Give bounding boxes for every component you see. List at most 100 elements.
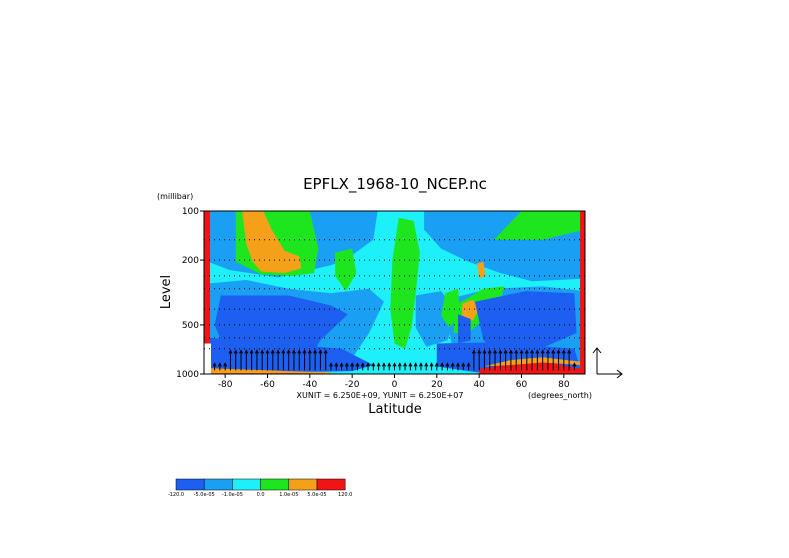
colorbar-swatch	[316, 478, 346, 491]
colorbar-label: 1.0e-05	[279, 492, 298, 498]
gridlines	[204, 239, 585, 350]
region-north-pole-edge	[580, 211, 585, 374]
vector-head	[318, 349, 323, 354]
vector-head	[440, 362, 445, 367]
vector-head	[461, 362, 466, 367]
region-south-orange	[242, 211, 302, 273]
region-surface-red-north	[479, 360, 581, 374]
vector-head	[561, 349, 566, 354]
colorbar-label: -120.0	[168, 492, 184, 498]
vector-head	[281, 349, 286, 354]
vector-head	[498, 349, 503, 354]
vector-head	[244, 349, 249, 354]
vector-head	[329, 362, 333, 367]
colorbar-label: -5.0e-05	[194, 492, 215, 498]
colorbar-swatch	[288, 478, 318, 491]
vector-head	[546, 349, 550, 354]
vector-head	[482, 349, 487, 354]
vector-head	[567, 349, 572, 354]
vector-head	[212, 362, 217, 367]
vector-head	[323, 349, 328, 354]
colorbar-label: 120.0	[338, 492, 352, 498]
vector-head	[350, 362, 355, 367]
vector-head	[477, 349, 482, 354]
chart-title: EPFLX_1968-10_NCEP.nc	[303, 175, 487, 194]
vector-head	[503, 349, 508, 354]
y-tick-label: 100	[182, 207, 199, 217]
region-equator-green	[390, 217, 420, 349]
x-tick-label: 0	[392, 380, 398, 390]
y-tick-label: 500	[182, 321, 199, 331]
vector-head	[360, 362, 365, 367]
y-axis: 100 200 500 1000	[176, 207, 204, 380]
vector-head	[429, 362, 434, 367]
vector-head	[286, 349, 291, 354]
vector-head	[381, 362, 386, 367]
region-south-surface	[208, 337, 374, 373]
vector-head	[307, 349, 312, 354]
region-deep-north	[474, 291, 577, 354]
vector-head	[387, 362, 392, 367]
vector-head	[535, 349, 540, 354]
y-axis-label: Level	[159, 275, 174, 309]
vector-head	[508, 349, 513, 354]
vector-head	[450, 362, 455, 367]
x-tick-label: 60	[516, 380, 528, 390]
vector-head	[471, 349, 476, 354]
x-tick-label: -40	[302, 380, 317, 390]
vector-head	[376, 362, 381, 367]
vector-head	[297, 349, 302, 354]
x-axis-label: Latitude	[368, 402, 422, 417]
vector-head	[493, 349, 497, 354]
vector-head	[424, 362, 429, 367]
region-upper-mid-orange	[477, 261, 486, 279]
vector-head	[556, 349, 561, 354]
vector-head	[355, 362, 360, 367]
vector-head	[413, 362, 418, 367]
colorbar-label: -1.0e-05	[222, 492, 243, 498]
region-deep-north-left	[458, 314, 471, 344]
vector-head	[456, 362, 460, 367]
colorbar: -120.0 -5.0e-05 -1.0e-05 0.0 1.0e-05 5.0e-05 1…	[168, 478, 352, 498]
colorbar-swatch	[232, 478, 261, 491]
region-south-pole-edge	[204, 211, 210, 374]
vector-head	[419, 362, 423, 367]
vector-head	[434, 362, 439, 367]
region-surface-orange-south	[208, 368, 331, 374]
vector-head	[270, 349, 275, 354]
colorbar-label: 0.0	[257, 492, 265, 498]
region-mid-orange	[462, 299, 480, 321]
vector-head	[334, 362, 339, 367]
vector-head	[366, 362, 370, 367]
reference-vector	[592, 347, 623, 379]
vector-head	[519, 349, 524, 354]
x-tick-label: -60	[260, 380, 275, 390]
flux-vectors	[212, 349, 577, 371]
colorbar-swatch	[203, 478, 233, 491]
vector-head	[445, 362, 450, 367]
vector-head	[260, 349, 265, 354]
vector-head	[233, 349, 238, 354]
x-tick-label: -20	[345, 380, 360, 390]
vector-head	[292, 349, 296, 354]
vector-head	[530, 349, 535, 354]
vector-head	[217, 362, 222, 367]
y-tick-label: 1000	[176, 370, 199, 380]
vector-head	[265, 349, 270, 354]
vector-head	[551, 349, 556, 354]
vector-head	[403, 362, 408, 367]
x-tick-label: 80	[558, 380, 570, 390]
colorbar-label: 5.0e-05	[307, 492, 326, 498]
vector-head	[408, 362, 413, 367]
vector-head	[228, 349, 233, 354]
vector-head	[302, 349, 307, 354]
vector-head	[276, 349, 281, 354]
vector-head	[397, 362, 402, 367]
vector-head	[514, 349, 519, 354]
vector-head	[254, 349, 259, 354]
vector-head	[540, 349, 545, 354]
vector-units-label: XUNIT = 6.250E+09, YUNIT = 6.250E+07	[297, 391, 464, 400]
colorbar-swatch	[260, 478, 290, 491]
vector-head	[344, 362, 349, 367]
